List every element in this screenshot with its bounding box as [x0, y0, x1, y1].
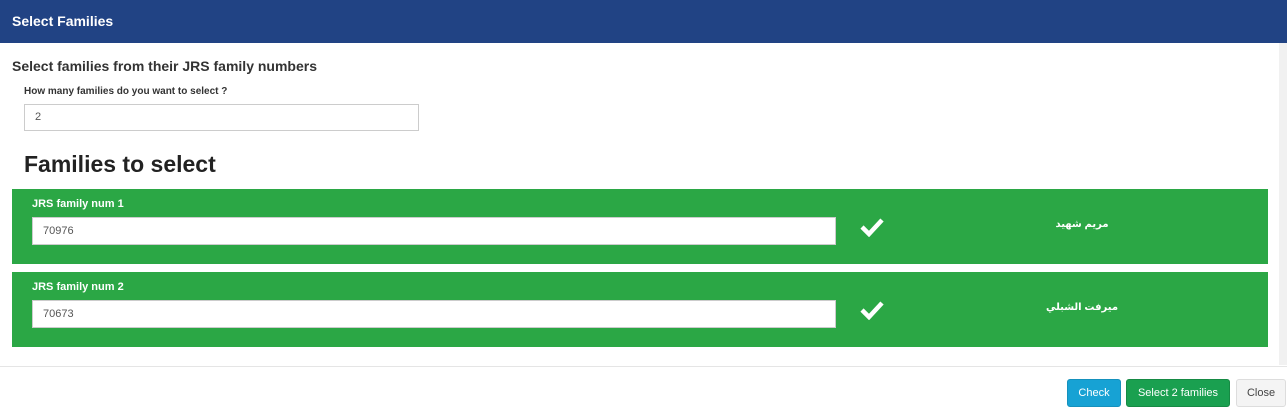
count-input[interactable]: 2	[24, 104, 419, 131]
family-label: JRS family num 2	[32, 281, 124, 293]
check-button[interactable]: Check	[1067, 379, 1121, 407]
scrollbar[interactable]	[1279, 43, 1287, 365]
count-label: How many families do you want to select …	[24, 86, 228, 97]
close-button[interactable]: Close	[1236, 379, 1286, 407]
family-row: JRS family num 2 70673 ميرفت الشبلي	[12, 272, 1268, 347]
dialog-header: Select Families	[0, 0, 1287, 43]
family-input[interactable]: 70673	[32, 300, 836, 328]
select-button[interactable]: Select 2 families	[1126, 379, 1230, 407]
dialog-title: Select Families	[12, 13, 114, 29]
check-icon	[860, 301, 884, 320]
family-name: ميرفت الشبلي	[1045, 302, 1119, 313]
family-name: مريم شهيد	[1055, 219, 1109, 230]
footer-divider	[0, 366, 1287, 367]
family-row: JRS family num 1 70976 مريم شهيد	[12, 189, 1268, 264]
family-label: JRS family num 1	[32, 198, 124, 210]
check-icon	[860, 218, 884, 237]
family-input[interactable]: 70976	[32, 217, 836, 245]
instruction: Select families from their JRS family nu…	[12, 58, 317, 74]
section-title: Families to select	[24, 151, 216, 177]
